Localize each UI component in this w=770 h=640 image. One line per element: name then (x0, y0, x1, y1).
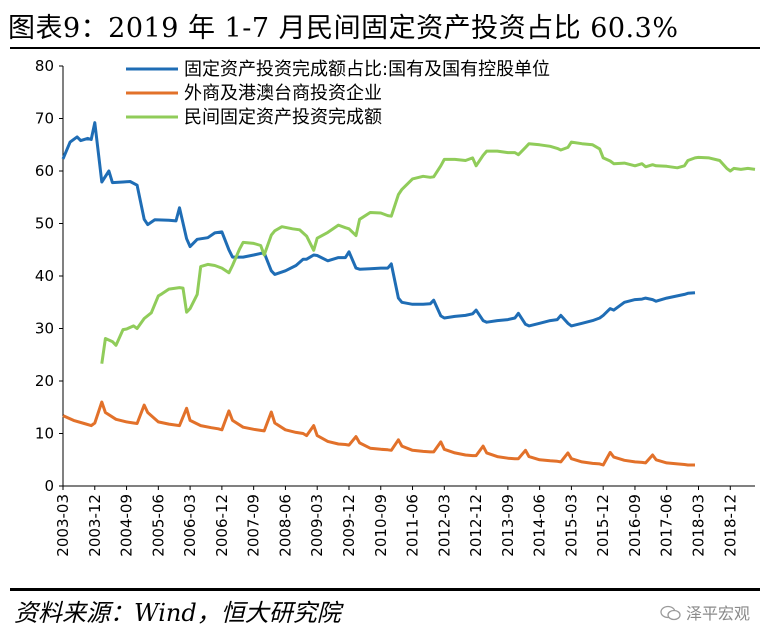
x-tick-label: 2014-06 (531, 494, 549, 557)
legend-label-1: 固定资产投资完成额占比:国有及国有控股单位 (184, 59, 550, 80)
series-line-2 (62, 400, 695, 467)
y-tick-label: 40 (35, 267, 54, 285)
y-axis-ticks: 0 10 20 30 40 50 60 70 80 (35, 57, 63, 495)
y-tick-label: 20 (35, 372, 54, 390)
x-tick-label: 2009-12 (340, 494, 358, 557)
x-tick-label: 2005-06 (149, 494, 167, 557)
x-tick-label: 2018-03 (690, 494, 708, 557)
x-tick-label: 2007-09 (245, 494, 263, 557)
x-tick-label: 2015-12 (594, 494, 612, 557)
x-tick-label: 2006-12 (213, 494, 231, 557)
x-tick-label: 2016-09 (626, 494, 644, 557)
wechat-icon (660, 605, 681, 621)
source-note: 资料来源：Wind，恒大研究院 (14, 599, 341, 627)
watermark: 泽平宏观 (660, 600, 750, 624)
x-tick-label: 2013-09 (499, 494, 517, 557)
series-lines (61, 121, 756, 467)
y-tick-label: 30 (35, 320, 54, 338)
series-line-1 (61, 121, 696, 328)
x-tick-label: 2017-06 (658, 494, 676, 557)
chart-title: 图表9：2019 年 1-7 月民间固定资产投资占比 60.3% (8, 13, 679, 44)
y-tick-label: 50 (35, 215, 54, 233)
x-tick-label: 2006-03 (181, 494, 199, 557)
x-tick-label: 2018-12 (721, 494, 739, 557)
legend-label-3: 民间固定资产投资完成额 (184, 107, 382, 128)
y-tick-label: 60 (35, 162, 54, 180)
x-tick-label: 2008-06 (276, 494, 294, 557)
y-tick-label: 0 (44, 477, 54, 495)
x-tick-label: 2011-06 (404, 494, 422, 557)
bottom-rule (10, 588, 760, 591)
watermark-text: 泽平宏观 (685, 604, 750, 623)
x-tick-label: 2009-03 (308, 494, 326, 557)
y-tick-label: 80 (35, 57, 54, 75)
x-tick-label: 2003-12 (86, 494, 104, 557)
x-axis-ticks: 2003-03 2003-12 2004-09 2005-06 2006-03 2006-… (54, 486, 739, 557)
series-line-3 (100, 140, 756, 364)
top-rule (10, 47, 760, 49)
chart-legend: 固定资产投资完成额占比:国有及国有控股单位外商及港澳台商投资企业民间固定资产投资… (126, 59, 550, 128)
y-tick-label: 70 (35, 110, 54, 128)
x-tick-label: 2004-09 (118, 494, 136, 557)
x-tick-label: 2012-12 (467, 494, 485, 557)
x-tick-label: 2015-03 (562, 494, 580, 557)
y-tick-label: 10 (35, 425, 54, 443)
x-tick-label: 2010-09 (372, 494, 390, 557)
legend-label-2: 外商及港澳台商投资企业 (184, 83, 382, 104)
x-tick-label: 2012-03 (435, 494, 453, 557)
x-tick-label: 2003-03 (54, 494, 72, 557)
